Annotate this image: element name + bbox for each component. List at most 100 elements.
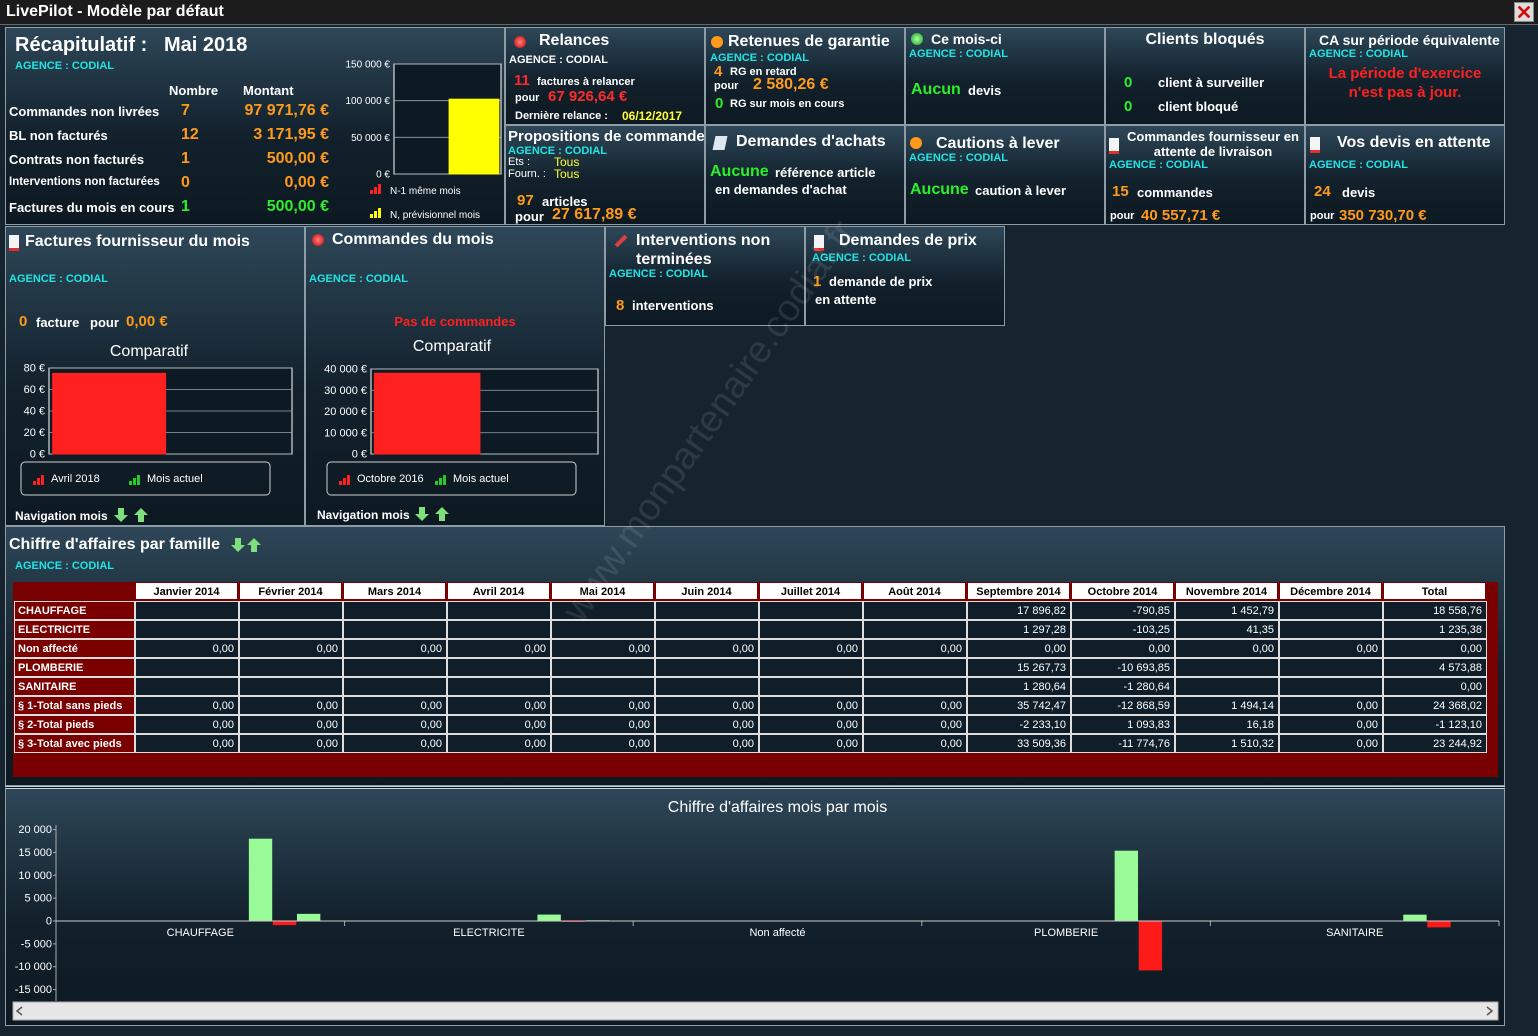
text: demande de prix bbox=[829, 274, 933, 289]
table-cell bbox=[343, 601, 447, 620]
nav-up[interactable] bbox=[435, 507, 449, 521]
scroll-left[interactable] bbox=[15, 1006, 23, 1016]
title: Cautions à lever bbox=[936, 135, 1060, 152]
icon bbox=[910, 137, 922, 149]
title: Vos devis en attente bbox=[1337, 134, 1491, 151]
month-count: 0 bbox=[715, 95, 724, 112]
icon bbox=[312, 234, 324, 246]
column-header: Juillet 2014 bbox=[759, 582, 862, 600]
table-cell bbox=[1279, 658, 1383, 677]
table-cell bbox=[1279, 601, 1383, 620]
bar bbox=[296, 913, 321, 922]
text2: en demandes d'achat bbox=[715, 182, 847, 197]
table-cell bbox=[655, 658, 759, 677]
count: 0 bbox=[1124, 74, 1133, 91]
ets: Tous bbox=[554, 155, 580, 169]
bar bbox=[448, 98, 500, 175]
bar bbox=[272, 920, 297, 926]
legend-box bbox=[326, 461, 577, 496]
amount: 350 730,70 € bbox=[1339, 207, 1427, 224]
scroll-right[interactable] bbox=[1486, 1006, 1494, 1016]
amount: 0,00 € bbox=[126, 313, 168, 330]
agency: AGENCE : CODIAL bbox=[812, 252, 911, 264]
agency: AGENCE : CODIAL bbox=[1109, 159, 1208, 171]
table-cell: 1 235,38 bbox=[1383, 620, 1487, 639]
table-cell: 1 510,32 bbox=[1175, 734, 1279, 753]
value: Aucune bbox=[710, 163, 769, 180]
text: référence article bbox=[775, 165, 876, 180]
y-tick-label: 60 € bbox=[24, 384, 45, 396]
recap-panel: Récapitulatif : Mai 2018 AGENCE : CODIAL… bbox=[5, 27, 505, 225]
table-cell bbox=[239, 658, 343, 677]
legend-icon bbox=[347, 475, 350, 485]
chart-title: Comparatif bbox=[413, 338, 492, 355]
bar bbox=[1114, 850, 1139, 922]
table-cell: 0,00 bbox=[1383, 639, 1487, 658]
nav-down[interactable] bbox=[231, 538, 245, 552]
title: Interventions non terminées bbox=[636, 232, 771, 268]
table-cell: 0,00 bbox=[343, 639, 447, 658]
agency: AGENCE : CODIAL bbox=[1309, 48, 1408, 60]
y-tick-label: 20 000 € bbox=[324, 406, 367, 418]
table-cell bbox=[655, 601, 759, 620]
nav-up[interactable] bbox=[134, 508, 148, 522]
table-cell bbox=[239, 601, 343, 620]
row-name: § 2-Total pieds bbox=[14, 715, 135, 734]
y-tick-label: 100 000 € bbox=[346, 96, 391, 107]
famille-panel: Chiffre d'affaires par famille AGENCE : … bbox=[5, 526, 1505, 786]
row-name: Non affecté bbox=[14, 639, 135, 658]
table-cell: 17 896,82 bbox=[967, 601, 1071, 620]
text: caution à lever bbox=[975, 183, 1067, 198]
row-count: 12 bbox=[181, 126, 199, 143]
agency: AGENCE : CODIAL bbox=[909, 48, 1008, 60]
decoration bbox=[435, 507, 449, 521]
title: Clients bloqués bbox=[1145, 31, 1265, 48]
y-tick-label: 0 bbox=[46, 916, 52, 928]
table-cell bbox=[343, 677, 447, 696]
legend-icon bbox=[33, 481, 36, 485]
table-cell bbox=[551, 620, 655, 639]
table-cell: 0,00 bbox=[967, 639, 1071, 658]
y-tick-label: 0 € bbox=[376, 170, 390, 181]
headers: Montant bbox=[243, 83, 294, 98]
title: Commandes fournisseur en attente de livr… bbox=[1127, 129, 1299, 159]
agency: AGENCE : CODIAL bbox=[1309, 159, 1408, 171]
legend-icon bbox=[129, 481, 132, 485]
late-count: 4 bbox=[714, 63, 723, 80]
column-header: Mars 2014 bbox=[343, 582, 446, 600]
ca-chart-panel: -15 000 -10 000 -5 000 0 5 000 10 000 15 000 20… bbox=[5, 786, 1505, 1026]
y-tick-label: 150 000 € bbox=[346, 60, 391, 71]
title: Commandes du mois bbox=[332, 231, 494, 248]
table-cell bbox=[239, 677, 343, 696]
agency: AGENCE : CODIAL bbox=[15, 60, 114, 72]
nav-down[interactable] bbox=[114, 508, 128, 522]
count: 97 bbox=[517, 192, 534, 209]
bar bbox=[373, 372, 481, 455]
nav-up[interactable] bbox=[247, 538, 261, 552]
table-cell: 18 558,76 bbox=[1383, 601, 1487, 620]
pour: pour bbox=[515, 92, 540, 104]
table-cell: 0,00 bbox=[135, 715, 239, 734]
table-cell bbox=[759, 677, 863, 696]
table-cell bbox=[863, 677, 967, 696]
legend-box bbox=[20, 461, 271, 496]
count: 11 bbox=[514, 72, 530, 89]
table-cell bbox=[759, 620, 863, 639]
nav-down[interactable] bbox=[415, 507, 429, 521]
table-cell: 0,00 bbox=[759, 734, 863, 753]
y-tick-label: 0 € bbox=[30, 449, 45, 461]
table-cell: 0,00 bbox=[551, 696, 655, 715]
count-text: devis bbox=[1342, 185, 1376, 200]
column-header: Total bbox=[1383, 582, 1486, 600]
title: Demandes de prix bbox=[839, 232, 977, 249]
row-label: Commandes non livrées bbox=[9, 104, 160, 119]
table-cell: 0,00 bbox=[343, 715, 447, 734]
icon bbox=[711, 36, 723, 48]
count: 1 bbox=[813, 273, 822, 290]
close-button[interactable] bbox=[1514, 2, 1534, 22]
column-header: Décembre 2014 bbox=[1279, 582, 1382, 600]
table-cell: 0,00 bbox=[1279, 734, 1383, 753]
pour: pour bbox=[90, 315, 119, 330]
column-header: Juin 2014 bbox=[655, 582, 758, 600]
